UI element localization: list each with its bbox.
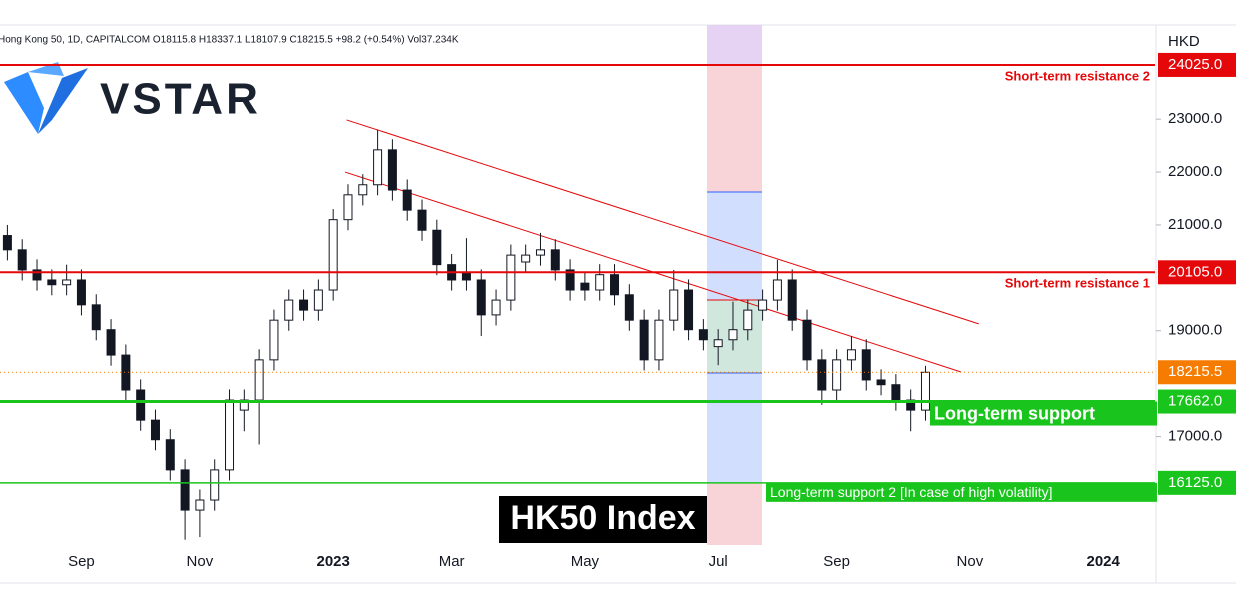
level-price-label: 24025.0: [1168, 56, 1222, 73]
candle-body: [535, 249, 545, 256]
candle-body: [150, 419, 160, 441]
candle-body: [876, 379, 886, 386]
level-note: Short-term resistance 1: [1005, 276, 1150, 291]
x-tick-label: May: [571, 553, 600, 570]
candle-body: [550, 249, 560, 271]
y-tick-label: 19000.0: [1168, 322, 1222, 339]
candle-body: [17, 249, 27, 271]
candle-body: [417, 209, 427, 231]
current-price-label: 18215.5: [1168, 363, 1222, 380]
x-tick-label: Nov: [957, 553, 984, 570]
level-note: Long-term support: [934, 403, 1095, 423]
level-price-label: 16125.0: [1168, 474, 1222, 491]
candle-body: [373, 149, 383, 186]
candle-body: [461, 272, 471, 281]
candle-body: [758, 299, 768, 311]
candle-body: [639, 319, 649, 361]
candle-body: [195, 499, 205, 511]
logo: VSTAR: [4, 62, 261, 134]
candle-body: [269, 319, 279, 361]
level-note-box: [930, 401, 1157, 426]
logo-text: VSTAR: [100, 75, 261, 124]
candle-body: [610, 274, 620, 296]
x-tick-label: Nov: [187, 553, 214, 570]
candle-body: [328, 219, 338, 291]
candle-body: [476, 279, 486, 316]
candle-body: [891, 384, 901, 401]
candle-body: [47, 279, 57, 286]
candle-body: [506, 254, 516, 301]
y-tick-label: 21000.0: [1168, 216, 1222, 233]
candle-body: [121, 354, 131, 391]
x-tick-label: Sep: [68, 553, 95, 570]
candle-body: [728, 329, 738, 341]
candle-body: [713, 339, 723, 348]
level-note: Short-term resistance 2: [1005, 68, 1150, 83]
y-tick-label: 17000.0: [1168, 428, 1222, 445]
candle-body: [595, 274, 605, 291]
level-price-box: [1158, 260, 1236, 285]
level-price-label: 20105.0: [1168, 263, 1222, 280]
candle-body: [698, 329, 708, 341]
candle-body: [684, 289, 694, 331]
level-note-box: [766, 482, 1157, 502]
candle-body: [106, 329, 116, 356]
candle-body: [210, 469, 220, 501]
candle-body: [32, 269, 42, 281]
candle-body: [76, 279, 86, 306]
y-tick-label: 22000.0: [1168, 163, 1222, 180]
candle-body: [432, 229, 442, 266]
watermark-box: [499, 496, 707, 543]
candle-body: [91, 304, 101, 331]
candle-body: [402, 189, 412, 211]
candle-body: [387, 149, 397, 191]
currency: HKD: [1168, 33, 1200, 50]
level-note: Long-term support 2 [In case of high vol…: [770, 484, 1052, 500]
level-price-label: 17662.0: [1168, 393, 1222, 410]
candle-body: [299, 299, 309, 311]
y-tick-label: 23000.0: [1168, 110, 1222, 127]
candle-body: [846, 349, 856, 361]
x-tick-label: 2023: [316, 553, 349, 570]
candle-body: [225, 399, 235, 471]
x-tick-label: Jul: [709, 553, 728, 570]
candle-body: [284, 299, 294, 321]
candle-body: [491, 299, 501, 316]
candle-body: [920, 371, 930, 411]
x-tick-label: Sep: [823, 553, 850, 570]
candle-body: [358, 184, 368, 196]
candle-body: [743, 309, 753, 331]
current-price-box: [1158, 360, 1236, 385]
candle-body: [62, 279, 72, 286]
candle-body: [624, 294, 634, 321]
candle-body: [669, 289, 679, 321]
level-price-box: [1158, 470, 1236, 495]
level-price-box: [1158, 389, 1236, 414]
candle-body: [2, 235, 12, 251]
candle-body: [254, 359, 264, 401]
position-tool: [707, 25, 762, 545]
candle-body: [136, 389, 146, 421]
candle-body: [343, 194, 353, 221]
candle-body: [802, 319, 812, 361]
candle-body: [832, 359, 842, 391]
candle-body: [654, 319, 664, 361]
candle-body: [313, 289, 323, 311]
x-tick-label: Mar: [439, 553, 465, 570]
candle-body: [787, 279, 797, 321]
x-tick-label: 2024: [1086, 553, 1120, 570]
candle-body: [580, 282, 590, 291]
candle-body: [861, 349, 871, 381]
trendline: [346, 119, 979, 325]
candle-body: [165, 439, 175, 471]
candle-body: [180, 469, 190, 511]
header: Hong Kong 50, 1D, CAPITALCOM O18115.8 H1…: [0, 35, 459, 46]
candle-body: [565, 269, 575, 291]
level-price-box: [1158, 52, 1236, 77]
candle-body: [817, 359, 827, 391]
candle-body: [521, 254, 531, 263]
candle-body: [772, 279, 782, 301]
watermark: HK50 Index: [510, 499, 695, 537]
